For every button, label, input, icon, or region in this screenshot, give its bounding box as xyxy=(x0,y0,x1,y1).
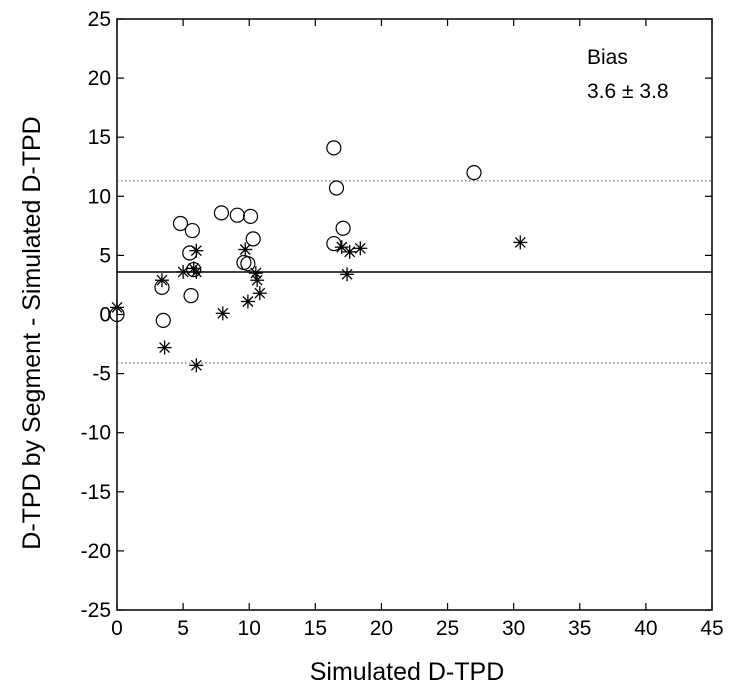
asterisk-point xyxy=(513,235,528,250)
asterisk-point xyxy=(215,306,230,321)
y-tick-label: 15 xyxy=(88,126,111,149)
circle-point xyxy=(328,180,345,196)
x-tick-label: 30 xyxy=(502,617,525,640)
circle-point xyxy=(326,235,342,252)
circle-point xyxy=(183,287,199,304)
x-tick-label: 5 xyxy=(177,617,189,640)
asterisk-point xyxy=(189,358,204,373)
circle-point xyxy=(466,165,482,181)
annotation-value: 3.6 ± 3.8 xyxy=(587,80,669,103)
asterisk-point xyxy=(240,294,255,309)
circle-point xyxy=(245,231,261,247)
plot-frame xyxy=(116,18,713,611)
x-tick-label: 35 xyxy=(568,617,591,640)
asterisk-point xyxy=(353,241,368,256)
x-axis-label: Simulated D-TPD xyxy=(310,658,505,686)
y-tick-label: 0 xyxy=(99,304,111,327)
data-points xyxy=(109,140,528,373)
y-tick-label: -15 xyxy=(81,481,111,504)
asterisk-point xyxy=(189,243,204,258)
circle-point xyxy=(155,312,171,329)
asterisk-point xyxy=(110,300,124,315)
x-tick-label: 40 xyxy=(634,617,657,640)
annotation-title: Bias xyxy=(587,46,628,69)
asterisk-point xyxy=(340,267,355,282)
x-tick-label: 45 xyxy=(700,617,723,640)
x-tick-label: 0 xyxy=(111,617,123,640)
circle-point xyxy=(184,222,200,239)
x-tick-label: 25 xyxy=(436,617,459,640)
circle-point xyxy=(326,140,342,156)
y-tick-label: -10 xyxy=(81,422,111,445)
circle-point xyxy=(213,205,230,221)
asterisk-point xyxy=(238,242,253,257)
reference-lines xyxy=(117,180,712,364)
x-tick-label: 10 xyxy=(238,617,261,640)
asterisk-point xyxy=(248,266,263,281)
y-tick-label: 25 xyxy=(88,8,111,31)
axis-ticks: 0 5 10 15 20 25 30 35 40 45 -25 -20 -15 -10 -5 0 5 10 15 20… xyxy=(81,8,724,640)
x-tick-label: 15 xyxy=(304,617,327,640)
x-tick-label: 20 xyxy=(370,617,393,640)
asterisk-point xyxy=(342,244,357,259)
circle-point xyxy=(240,256,256,272)
y-tick-label: -5 xyxy=(92,363,111,386)
y-tick-label: 5 xyxy=(99,244,111,267)
y-axis-label: D-TPD by Segment - Simulated D-TPD xyxy=(18,116,46,549)
asterisk-point xyxy=(176,264,191,279)
y-tick-label: -25 xyxy=(81,599,111,622)
y-tick-label: 10 xyxy=(88,185,111,208)
asterisk-point xyxy=(189,264,204,279)
asterisk-point xyxy=(250,273,265,288)
circle-point xyxy=(335,220,351,236)
y-tick-label: 20 xyxy=(88,67,111,90)
circle-point xyxy=(172,215,189,232)
circle-point xyxy=(229,207,245,223)
circle-point xyxy=(242,208,259,224)
asterisk-point xyxy=(334,240,349,255)
asterisk-point xyxy=(154,273,169,288)
y-tick-label: -20 xyxy=(81,540,111,563)
asterisk-point xyxy=(157,340,172,355)
asterisk-point xyxy=(252,286,267,301)
